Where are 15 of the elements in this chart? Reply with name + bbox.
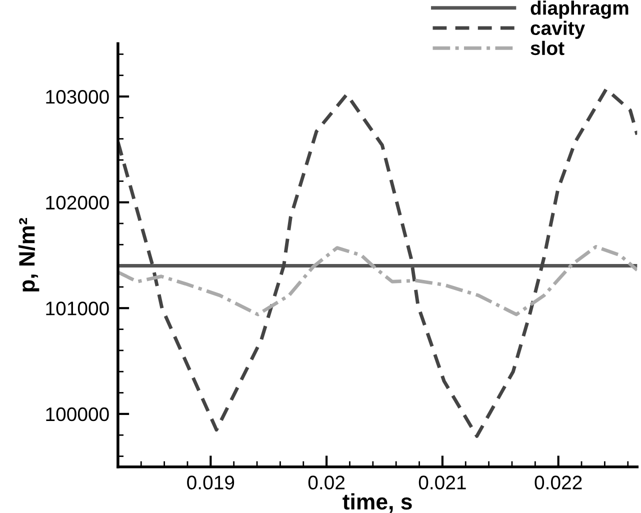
legend-label: slot [530, 40, 564, 56]
y-tick-label: 103000 [46, 90, 109, 104]
x-tick-label: 0.021 [418, 476, 466, 490]
line-series [118, 87, 638, 438]
legend-label: cavity [530, 20, 586, 39]
y-tick-label: 100000 [46, 407, 109, 422]
x-axis-title: time, s [342, 493, 412, 513]
y-axis-title: p, N/m² [18, 218, 40, 292]
y-tick-label: 102000 [46, 196, 109, 210]
y-tick-label: 101000 [46, 302, 109, 316]
x-tick-label: 0.019 [187, 476, 234, 490]
legend-label: diaphragm [530, 0, 628, 19]
x-tick-label: 0.02 [308, 476, 345, 490]
x-tick-label: 0.022 [534, 476, 582, 490]
line-series [118, 245, 638, 316]
